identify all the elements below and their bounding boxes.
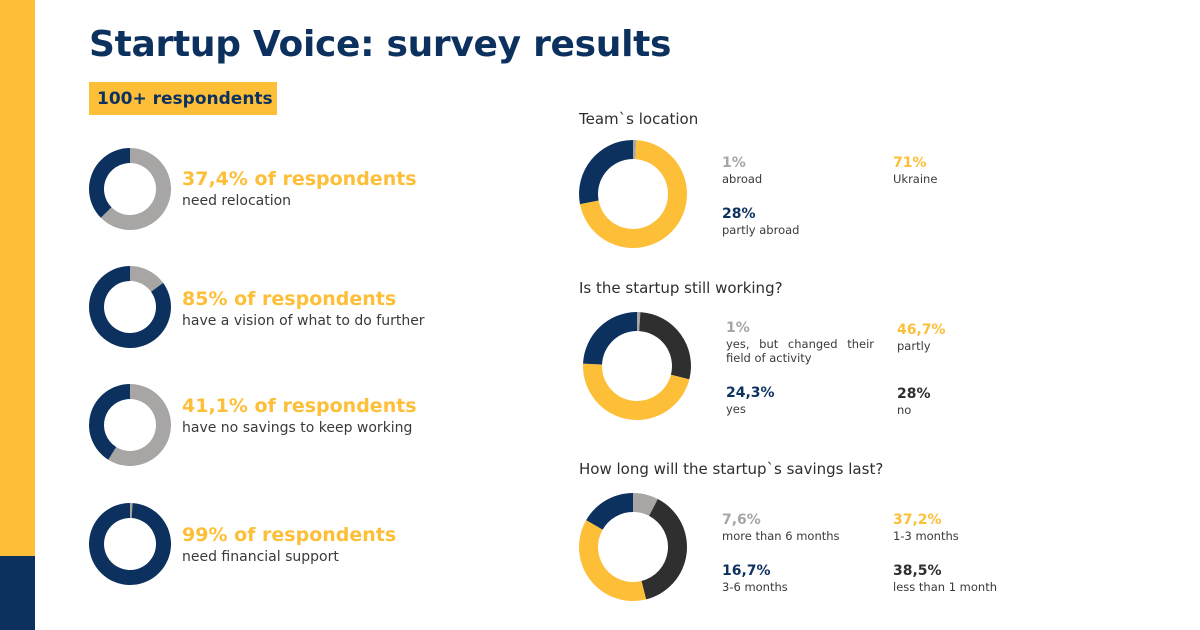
donut-value-segment	[88, 266, 171, 348]
pie-slice-partly	[583, 363, 690, 420]
donut-remainder-segment	[130, 266, 164, 292]
legend-value: 28%	[897, 386, 931, 402]
legend-label: no	[897, 403, 912, 417]
legend-item-1-3-months: 37,2% 1-3 months	[893, 512, 1053, 543]
legend-label: Ukraine	[893, 172, 938, 186]
legend-item-more-than-6-months: 7,6% more than 6 months	[722, 512, 882, 543]
pie-slice-yes	[583, 312, 637, 365]
legend-value: 38,5%	[893, 563, 942, 579]
stat-donut-vision	[88, 266, 171, 348]
left-accent-bar-bottom	[0, 556, 35, 630]
pie-team-location	[579, 140, 687, 248]
legend-value: 16,7%	[722, 563, 771, 579]
pie-slice-1-3-months	[579, 520, 647, 601]
donut-value-segment	[89, 148, 130, 218]
stat-description: need financial support	[182, 549, 339, 565]
legend-value: 7,6%	[722, 512, 761, 528]
legend-label: more than 6 months	[722, 529, 840, 543]
stat-percent: 37,4% of respondents	[182, 168, 417, 190]
chart-title-team-location: Team`s location	[579, 110, 699, 128]
legend-item-ukraine: 71% Ukraine	[893, 155, 1053, 186]
legend-item-partly: 46,7% partly	[897, 322, 1057, 353]
pie-savings-duration	[579, 493, 687, 601]
legend-label: partly abroad	[722, 223, 800, 237]
legend-item-no: 28% no	[897, 386, 1057, 417]
legend-value: 1%	[722, 155, 746, 171]
stat-donut-savings	[89, 384, 171, 466]
pie-still-working	[583, 312, 691, 420]
stat-description: have no savings to keep working	[182, 420, 413, 436]
donut-remainder-segment	[100, 148, 171, 230]
legend-value: 1%	[726, 320, 750, 336]
chart-title-savings-duration: How long will the startup`s savings last…	[579, 460, 884, 478]
legend-label: yes	[726, 402, 746, 416]
stat-savings: 41,1% of respondents have no savings to …	[182, 395, 427, 437]
legend-value: 37,2%	[893, 512, 942, 528]
legend-label: partly	[897, 339, 931, 353]
legend-item-abroad: 1% abroad	[722, 155, 882, 186]
legend-item-yes: 24,3% yes	[726, 385, 886, 416]
legend-label: less than 1 month	[893, 580, 997, 594]
stat-donut-relocation	[89, 148, 171, 230]
legend-value: 28%	[722, 206, 756, 222]
stat-donut-financial-support	[88, 503, 171, 585]
legend-label: 3-6 months	[722, 580, 788, 594]
legend-label: 1-3 months	[893, 529, 959, 543]
donut-remainder-segment	[130, 503, 133, 519]
pie-slice-abroad	[633, 140, 637, 160]
donut-value-segment	[89, 384, 130, 460]
legend-item-changed-field: 1% yes, but changed their field of activ…	[726, 320, 886, 365]
pie-slice-no	[639, 312, 691, 380]
legend-value: 24,3%	[726, 385, 775, 401]
respondents-badge-label: 100+ respondents	[97, 88, 273, 109]
pie-slice-less-than-1-month	[641, 499, 687, 600]
pie-slice-ukraine	[579, 140, 687, 248]
stat-percent: 41,1% of respondents	[182, 395, 417, 417]
legend-item-partly-abroad: 28% partly abroad	[722, 206, 882, 237]
chart-title-still-working: Is the startup still working?	[579, 279, 783, 297]
stat-vision: 85% of respondents have a vision of what…	[182, 288, 427, 330]
pie-slice-3-6-months	[586, 493, 633, 530]
donut-remainder-segment	[108, 384, 171, 466]
pie-slice-partly-abroad	[579, 140, 633, 205]
stat-financial-support: 99% of respondents need financial suppor…	[182, 524, 427, 566]
pie-slice-yes-but-changed-their-field-of-activity	[637, 312, 641, 332]
page-title: Startup Voice: survey results	[89, 24, 672, 65]
legend-value: 46,7%	[897, 322, 946, 338]
legend-value: 71%	[893, 155, 927, 171]
legend-label: yes, but changed their field of activity	[726, 337, 874, 365]
stat-description: need relocation	[182, 193, 292, 209]
left-accent-bar	[0, 0, 35, 556]
respondents-badge: 100+ respondents	[89, 82, 277, 115]
legend-item-3-6-months: 16,7% 3-6 months	[722, 563, 882, 594]
stat-relocation: 37,4% of respondents need relocation	[182, 168, 427, 210]
donut-value-segment	[88, 503, 171, 585]
legend-label: abroad	[722, 172, 763, 186]
stat-percent: 85% of respondents	[182, 288, 397, 310]
stat-description: have a vision of what to do further	[182, 313, 425, 329]
legend-item-less-than-1-month: 38,5% less than 1 month	[893, 563, 1053, 594]
stat-percent: 99% of respondents	[182, 524, 397, 546]
pie-slice-more-than-6-months	[633, 493, 658, 516]
